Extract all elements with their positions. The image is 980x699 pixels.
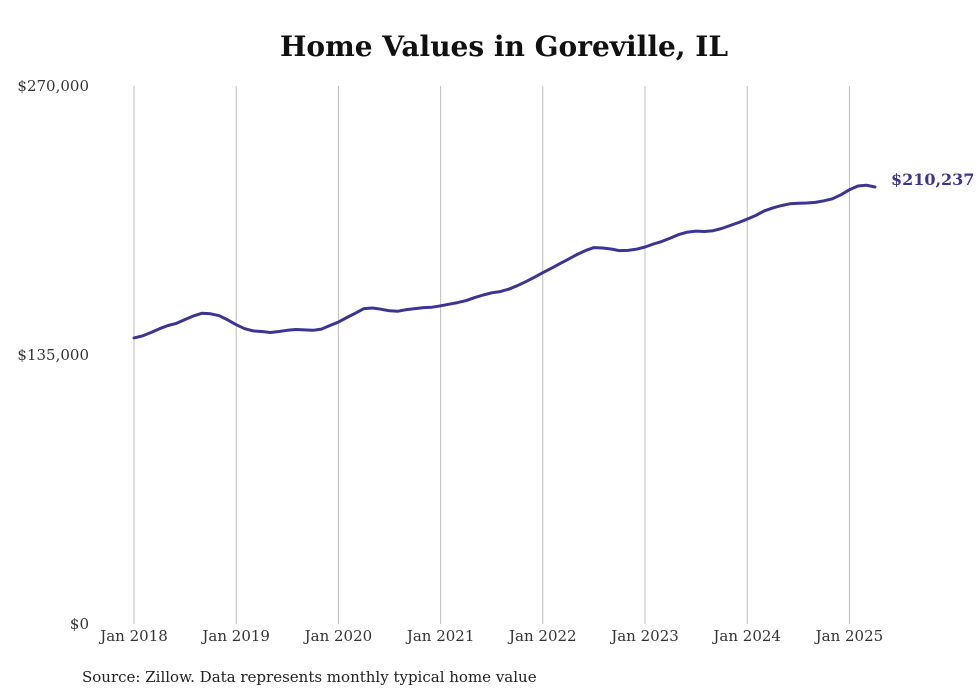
end-label-layer: $210,237: [891, 170, 975, 189]
x-tick-label: Jan 2022: [507, 627, 577, 645]
vertical-gridlines: [133, 86, 850, 624]
x-tick-label: Jan 2021: [405, 627, 475, 645]
series-layer: [132, 183, 877, 340]
x-tick-label: Jan 2018: [98, 627, 168, 645]
x-tick-label: Jan 2019: [200, 627, 270, 645]
x-tick-label: Jan 2024: [711, 627, 781, 645]
y-tick-label: $0: [70, 615, 89, 633]
y-axis-ticks: $0 $135,000 $270,000: [17, 77, 89, 633]
y-tick-label: $135,000: [17, 346, 89, 364]
source-note: Source: Zillow. Data represents monthly …: [82, 668, 537, 686]
y-tick-label: $270,000: [17, 77, 89, 95]
home-value-line: [132, 183, 877, 340]
x-axis-ticks: Jan 2018 Jan 2019 Jan 2020 Jan 2021 Jan 2022…: [98, 627, 883, 645]
x-tick-label: Jan 2020: [303, 627, 373, 645]
x-tick-label: Jan 2025: [814, 627, 884, 645]
end-value-label: $210,237: [891, 170, 975, 189]
x-tick-label: Jan 2023: [609, 627, 679, 645]
chart-title: Home Values in Goreville, IL: [279, 30, 729, 63]
line-chart: $0$135,000$270,000 Jan 2018 Jan 2019 Jan 2…: [17, 77, 975, 645]
